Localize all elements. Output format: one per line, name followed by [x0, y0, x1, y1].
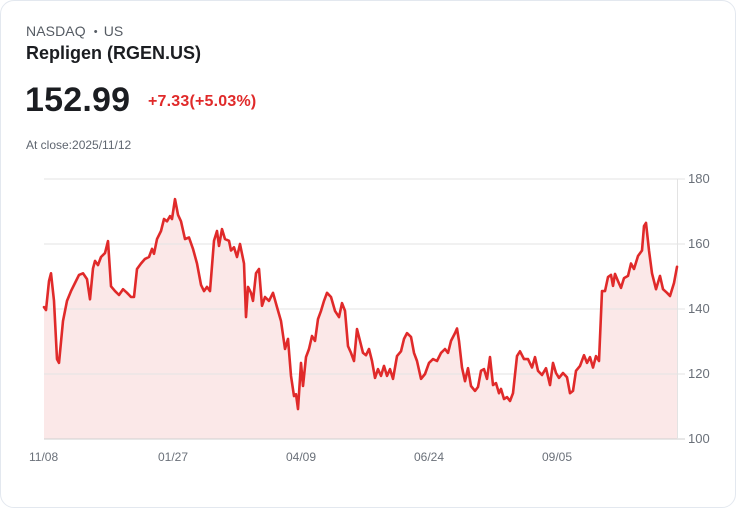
price-area-fill: [44, 199, 677, 439]
x-tick-label: 04/09: [286, 450, 317, 464]
x-tick-label: 06/24: [414, 450, 445, 464]
price-line: [42, 197, 679, 411]
y-tick-label: 100: [688, 431, 710, 446]
close-timestamp: At close:2025/11/12: [26, 138, 132, 152]
chart-canvas[interactable]: [1, 161, 736, 481]
x-tick-label: 11/08: [29, 450, 59, 464]
y-tick-label: 120: [688, 366, 710, 381]
stock-title: Repligen (RGEN.US): [26, 43, 202, 63]
price-change: +7.33(+5.03%): [148, 93, 257, 110]
current-price: 152.99: [25, 81, 131, 119]
x-tick-label: 09/05: [542, 450, 573, 464]
price-chart[interactable]: 100 120 140 160 180 11/08 01/27 04/09 06/24 09/0…: [1, 161, 736, 481]
exchange-name: NASDAQ: [26, 23, 86, 39]
y-tick-label: 140: [688, 301, 710, 316]
y-tick-label: 180: [688, 171, 710, 186]
y-tick-label: 160: [688, 236, 710, 251]
exchange-line: NASDAQ • US: [26, 23, 123, 39]
separator-dot: •: [93, 26, 98, 38]
x-tick-label: 01/27: [158, 450, 189, 464]
region-name: US: [103, 23, 124, 39]
